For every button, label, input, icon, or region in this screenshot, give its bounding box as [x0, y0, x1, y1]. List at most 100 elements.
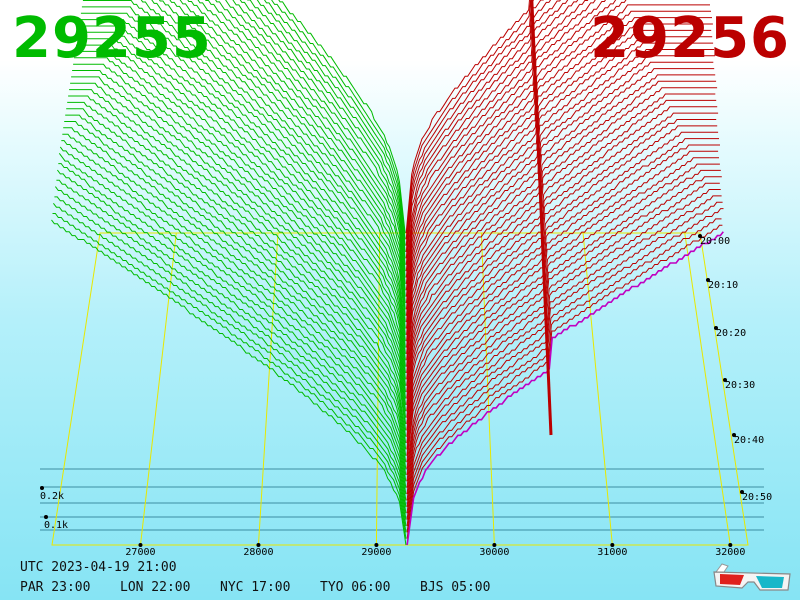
price-tick-dot — [492, 543, 497, 547]
ask-depth-line — [406, 93, 716, 412]
bid-depth-line — [158, 0, 406, 323]
ask-depth-line — [405, 4, 710, 323]
time-tick-dot — [698, 234, 702, 238]
time-tick-label: 20:00 — [700, 236, 730, 247]
ask-depth-line — [406, 218, 722, 533]
ask-depth-line — [406, 157, 719, 476]
time-tick-dot — [714, 326, 718, 330]
price-tick-label: 32000 — [715, 547, 745, 558]
bid-depth-line — [256, 0, 406, 253]
bid-depth-line — [67, 101, 407, 444]
ask-price: 29256 — [590, 6, 790, 71]
timezone-lon: LON 22:00 — [120, 580, 191, 595]
3d-glasses-icon[interactable] — [712, 560, 794, 594]
time-tick-label: 20:50 — [742, 492, 772, 503]
volume-tick-dot — [40, 486, 44, 490]
ask-depth-line — [406, 119, 717, 437]
ask-wall-line — [530, 0, 553, 436]
ask-depth-line — [406, 169, 721, 488]
bid-depth-line — [53, 202, 407, 533]
bid-depth-line — [58, 163, 407, 501]
bid-depth-line — [56, 169, 407, 507]
bid-depth-line — [80, 12, 406, 355]
ask-depth-line — [406, 182, 720, 501]
ask-depth-line — [406, 189, 721, 507]
bid-depth-line — [271, 0, 406, 240]
price-tick-dot — [374, 543, 379, 547]
time-tick-label: 20:20 — [716, 328, 746, 339]
ask-depth-line — [406, 49, 715, 367]
bid-depth-line — [78, 25, 406, 367]
bid-depth-line — [78, 31, 407, 374]
time-tick-label: 20:30 — [725, 380, 755, 391]
bid-depth-line — [59, 146, 407, 488]
bid-depth-line — [56, 179, 407, 514]
bid-depth-line — [66, 108, 407, 450]
bid-depth-line — [187, 0, 406, 304]
ask-depth-line — [406, 36, 713, 355]
bid-depth-line — [82, 0, 406, 342]
volume-tick-dot — [44, 515, 48, 519]
bid-depth-line — [75, 50, 407, 393]
ask-depth-line — [405, 23, 713, 342]
bid-depth-line — [71, 76, 407, 418]
bid-depth-line — [52, 213, 407, 539]
bid-depth-line — [61, 140, 407, 482]
ask-depth-line — [406, 106, 718, 425]
price-tick-dot — [610, 543, 615, 547]
bid-depth-line — [179, 0, 406, 310]
time-tick-dot — [740, 490, 744, 494]
ask-depth-line — [405, 10, 711, 329]
price-tick-dot — [728, 543, 733, 547]
bid-depth-line — [140, 0, 406, 335]
price-tick-label: 28000 — [243, 547, 273, 558]
bid-depth-line — [62, 133, 407, 476]
time-tick-label: 20:10 — [708, 280, 738, 291]
ask-depth-line — [405, 0, 589, 291]
ask-depth-line — [406, 201, 723, 520]
ask-depth-line — [406, 68, 715, 386]
price-tick-dot — [256, 543, 261, 547]
ask-depth-line — [406, 112, 719, 431]
ask-depth-line — [406, 224, 723, 539]
ask-depth-line — [405, 17, 712, 335]
price-tick-label: 30000 — [479, 547, 509, 558]
price-tick-label: 31000 — [597, 547, 627, 558]
utc-time: UTC 2023-04-19 21:00 — [20, 560, 177, 575]
price-tick-label: 27000 — [125, 547, 155, 558]
ask-depth-line — [405, 0, 530, 234]
ask-depth-line — [405, 0, 561, 272]
timezone-nyc: NYC 17:00 — [220, 580, 291, 595]
ask-depth-line — [406, 80, 717, 399]
order-book-depth-lines — [51, 0, 724, 546]
bid-depth-line — [263, 0, 406, 246]
price-tick-label: 29000 — [361, 547, 391, 558]
ask-depth-line — [406, 231, 724, 546]
volume-tick-label: 0.1k — [44, 520, 68, 531]
ask-depth-line — [405, 0, 617, 310]
ask-depth-line — [405, 0, 532, 240]
timezone-tyo: TYO 06:00 — [320, 580, 391, 595]
bid-depth-line — [64, 121, 407, 463]
ask-depth-line — [405, 0, 544, 259]
volume-axis: 0.2k 0.1k — [40, 486, 68, 531]
bid-depth-line — [232, 0, 406, 272]
bid-depth-line — [169, 0, 406, 316]
ask-depth-line — [406, 150, 719, 469]
bid-depth-line — [246, 0, 406, 259]
ask-depth-line — [406, 29, 712, 348]
volume-tick-label: 0.2k — [40, 491, 64, 502]
ask-depth-line — [406, 125, 718, 444]
bid-depth-line — [51, 219, 407, 546]
bid-depth-line — [79, 19, 406, 361]
timezone-par: PAR 23:00 — [20, 580, 91, 595]
bid-depth-line — [74, 57, 407, 399]
bid-depth-line — [58, 153, 407, 495]
bid-depth-line — [222, 0, 406, 278]
bid-depth-line — [54, 186, 407, 520]
bid-depth-line — [72, 70, 407, 412]
bid-price: 29255 — [12, 6, 212, 71]
bid-depth-line — [63, 127, 407, 469]
time-tick-dot — [732, 433, 736, 437]
